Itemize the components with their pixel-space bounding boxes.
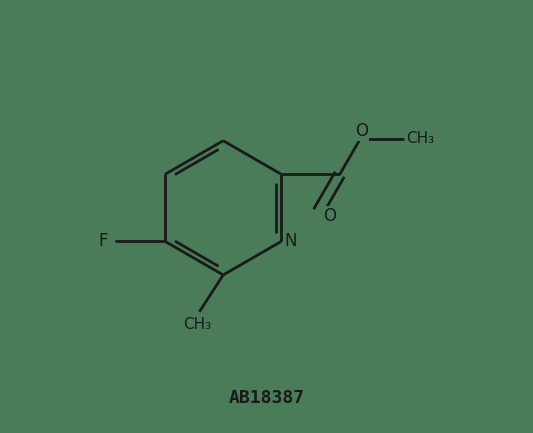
Text: F: F xyxy=(98,233,108,250)
Text: O: O xyxy=(355,122,368,140)
Text: N: N xyxy=(285,233,297,250)
Text: AB18387: AB18387 xyxy=(229,389,304,407)
Text: O: O xyxy=(324,207,336,225)
Text: CH₃: CH₃ xyxy=(406,131,434,146)
Text: CH₃: CH₃ xyxy=(183,317,211,332)
